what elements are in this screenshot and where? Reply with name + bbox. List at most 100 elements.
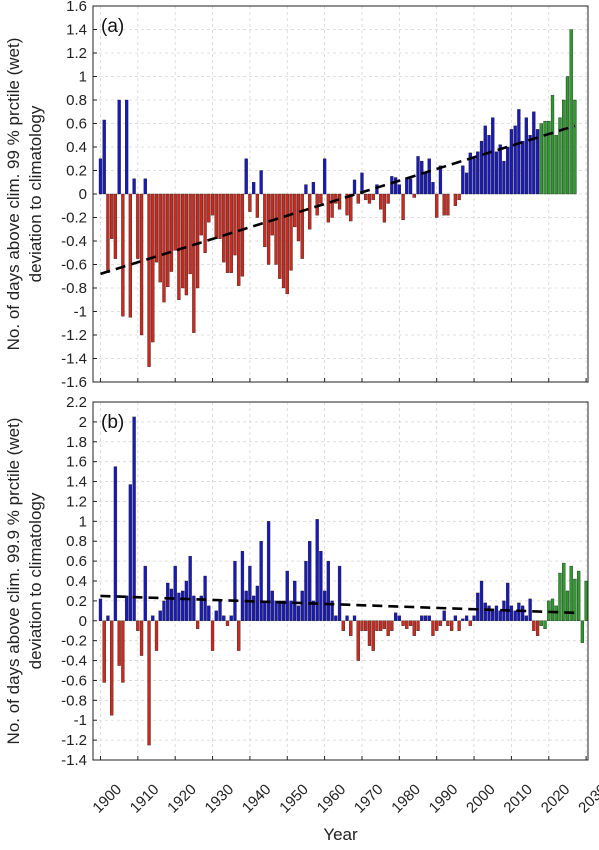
bar-1911 (139, 193, 144, 336)
y-tick-label: 0 (79, 186, 87, 203)
bar-1943 (259, 541, 263, 621)
y-tick-label: -0.2 (61, 633, 87, 650)
y-tick-label: 2.2 (66, 394, 87, 411)
bar-1925 (192, 193, 196, 333)
y-tick-label: 1.8 (66, 434, 87, 451)
bar-2000 (472, 158, 476, 195)
bar-2025 (565, 590, 570, 621)
bar-1971 (364, 620, 368, 631)
y-tick-label: 0.4 (66, 139, 87, 156)
bar-1948 (278, 193, 282, 279)
bar-1936 (233, 560, 237, 621)
bar-1913 (147, 193, 151, 367)
bar-1989 (431, 182, 435, 195)
bar-2017 (535, 620, 540, 636)
bar-1924 (188, 193, 192, 275)
bar-2027 (573, 99, 577, 195)
bar-2009 (506, 582, 510, 621)
bar-2006 (494, 605, 499, 621)
bar-1964 (337, 565, 342, 621)
bar-1928 (203, 193, 207, 253)
bar-2002 (479, 580, 484, 621)
x-tick-label: 2020 (538, 781, 574, 817)
bar-2021 (550, 598, 555, 621)
bar-1935 (229, 615, 233, 621)
y-tick-label: -1.4 (61, 351, 87, 368)
y-tick-label: 1.6 (66, 454, 87, 471)
bar-2023 (558, 117, 562, 195)
bar-1955 (304, 184, 308, 195)
bar-1940 (248, 193, 252, 212)
bar-1916 (158, 610, 162, 621)
bar-1959 (319, 193, 323, 204)
bar-1938 (240, 193, 245, 277)
x-tick-label: 1900 (89, 781, 125, 817)
bar-2024 (562, 562, 566, 621)
bar-2009 (506, 146, 510, 195)
y-tick-label: 0.8 (66, 533, 87, 550)
y-tick-label: 0.4 (66, 573, 87, 590)
y-tick-label: -0.6 (61, 257, 87, 274)
bar-2018 (539, 620, 543, 626)
bar-1974 (375, 184, 379, 195)
bar-1946 (270, 193, 274, 236)
bar-1924 (188, 555, 192, 621)
bar-1917 (162, 193, 166, 303)
bar-1952 (293, 580, 297, 621)
bar-2002 (479, 140, 484, 195)
bar-1921 (177, 193, 181, 300)
y-tick-label: -1.2 (61, 327, 87, 344)
bar-1933 (222, 193, 226, 263)
bar-1979 (393, 177, 398, 195)
bar-1900 (98, 598, 103, 621)
bar-1910 (136, 620, 140, 631)
bar-1919 (169, 588, 174, 621)
x-tick-label: 2000 (463, 781, 499, 817)
bar-2023 (558, 572, 562, 621)
bar-1966 (345, 193, 349, 216)
bar-1941 (252, 182, 256, 195)
bar-1958 (315, 519, 319, 621)
bar-1942 (255, 193, 260, 218)
bar-1985 (416, 620, 420, 631)
bar-2024 (562, 99, 566, 195)
bar-1936 (233, 193, 237, 256)
bar-1934 (225, 620, 230, 626)
x-tick-label: 1950 (276, 781, 312, 817)
panel-label: (b) (101, 412, 124, 433)
bar-1923 (184, 193, 189, 296)
bar-1996 (457, 620, 461, 631)
bar-1930 (210, 620, 215, 651)
bar-1994 (450, 620, 454, 631)
bar-1988 (427, 158, 431, 195)
bar-1946 (270, 590, 274, 621)
bar-2017 (535, 129, 540, 195)
y-tick-label: 2 (79, 414, 87, 431)
bar-1921 (177, 592, 181, 621)
bar-1997 (461, 618, 465, 621)
bar-1914 (151, 193, 155, 343)
y-tick-label: -0.8 (61, 692, 87, 709)
bar-1929 (207, 605, 211, 621)
bar-2004 (487, 605, 491, 621)
bar-1992 (442, 193, 446, 216)
y-tick-label: 0.2 (66, 593, 87, 610)
bar-1990 (435, 193, 439, 218)
bar-2018 (539, 123, 543, 195)
bar-1982 (405, 620, 409, 629)
bar-1957 (311, 600, 316, 621)
bar-1938 (240, 550, 245, 621)
bar-1968 (352, 179, 357, 195)
bar-1912 (143, 565, 147, 621)
bar-1914 (151, 615, 155, 621)
bar-1939 (244, 590, 248, 621)
bar-1915 (154, 193, 159, 263)
bar-1984 (412, 620, 416, 636)
bar-1970 (360, 172, 364, 195)
bar-1979 (393, 612, 398, 621)
bar-1905 (117, 620, 121, 666)
bar-1983 (408, 620, 413, 626)
y-tick-label: -0.2 (61, 210, 87, 227)
bar-1965 (341, 620, 345, 631)
bar-1959 (319, 550, 323, 621)
